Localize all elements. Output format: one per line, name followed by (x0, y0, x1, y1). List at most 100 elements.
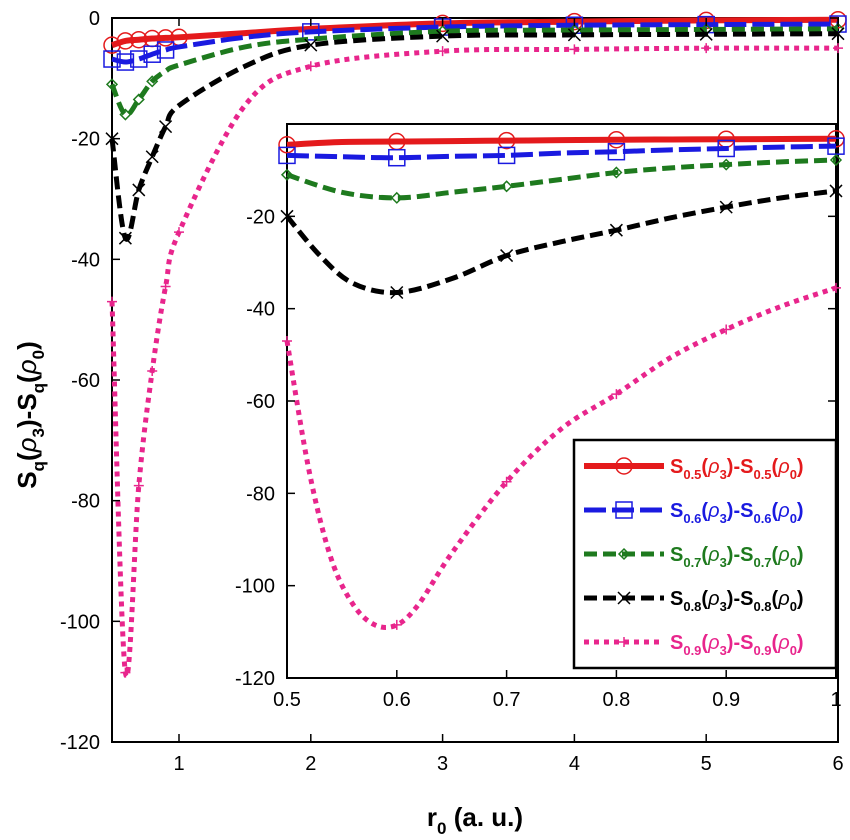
inset-marker-plus-1 (391, 619, 402, 630)
inset-marker-plus-2 (501, 476, 512, 487)
main-x-tick-label: 6 (832, 753, 843, 775)
inset-marker-square-4 (717, 139, 735, 158)
main-marker-x-5 (304, 38, 318, 52)
inset-y-tick-label: -60 (246, 391, 275, 413)
main-x-tick-label: 2 (305, 753, 316, 775)
legend-label: S0.6(ρ3)-S0.6(ρ0) (670, 500, 804, 526)
inset-marker-plus-5 (831, 282, 841, 293)
main-marker-plus-9 (701, 43, 712, 54)
main-marker-diamond-2 (132, 93, 145, 106)
legend-label: S0.5(ρ3)-S0.5(ρ0) (670, 456, 804, 482)
main-marker-x-4 (159, 120, 173, 134)
main-x-tick-label: 3 (437, 753, 448, 775)
main-marker-x-9 (831, 27, 845, 41)
main-marker-plus-1 (120, 667, 131, 678)
main-marker-plus-3 (147, 365, 158, 376)
legend-box (572, 438, 838, 670)
legend-marker (615, 457, 633, 475)
inset-marker-plus-0 (282, 335, 292, 346)
main-y-tick-label: -80 (71, 491, 100, 513)
inset-marker-diamond-5 (829, 153, 843, 167)
main-marker-diamond-3 (146, 75, 159, 88)
main-marker-plus-7 (437, 46, 448, 57)
legend-marker (617, 591, 631, 605)
inset-series-q-0-9 (282, 282, 841, 631)
inset-line-q-0-7 (286, 157, 837, 201)
main-marker-square-1 (116, 53, 135, 71)
inset-marker-circle-2 (497, 131, 516, 150)
inset-marker-x-4 (719, 200, 733, 214)
main-y-tick-label: -100 (60, 611, 100, 633)
inset-series-q-0-7 (280, 153, 843, 204)
inset-y-tick-label: -80 (246, 483, 275, 505)
legend-entry-0-8: S0.8(ρ3)-S0.8(ρ0) (584, 588, 804, 614)
main-x-tick-label: 4 (569, 753, 580, 775)
inset-x-tick-label: 0.5 (273, 689, 301, 711)
main-y-tick-label: -120 (60, 732, 100, 754)
legend-entry-0-5: S0.5(ρ3)-S0.5(ρ0) (584, 456, 804, 482)
inset-marker-diamond-2 (500, 180, 513, 193)
inset-marker-x-5 (829, 184, 843, 198)
inset-marker-square-1 (388, 148, 406, 167)
inset-line-q-0-6 (286, 143, 837, 161)
inset-marker-diamond-0 (280, 168, 294, 181)
main-marker-x-7 (567, 28, 581, 42)
main-marker-plus-4 (160, 281, 171, 292)
main-marker-plus-5 (174, 227, 184, 238)
main-marker-plus-6 (305, 61, 316, 72)
legend-marker (617, 547, 631, 561)
main-y-tick-label: -60 (71, 370, 100, 392)
legend-label: S0.9(ρ3)-S0.9(ρ0) (670, 632, 804, 658)
inset-marker-circle-0 (278, 136, 296, 154)
main-marker-x-8 (699, 27, 713, 41)
inset-x-tick-label: 0.6 (383, 689, 411, 711)
main-marker-x-1 (118, 231, 132, 245)
inset-marker-square-3 (607, 142, 626, 161)
main-x-tick-label: 5 (701, 753, 712, 775)
inset-axes: 0.5 0.6 0.7 0.8 0.9 1 -20 -40 -60 -80 -100 -120 (235, 206, 842, 711)
inset-line-q-0-9 (284, 285, 837, 631)
inset-marker-square-2 (497, 146, 516, 165)
x-axis-title: r0 (a. u.) (427, 802, 523, 838)
main-line-q-0-6 (111, 21, 839, 65)
y-axis-title: Sq(ρ3)-Sq(ρ0) (12, 341, 48, 489)
main-marker-square-4 (156, 41, 175, 59)
main-line-q-0-9 (109, 45, 839, 679)
main-y-tick-label: -20 (71, 129, 100, 151)
legend-entry-0-7: S0.7(ρ3)-S0.7(ρ0) (584, 544, 804, 570)
inset-marker-square-0 (278, 146, 296, 165)
main-marker-plus-8 (569, 44, 580, 55)
legend-marker (615, 501, 633, 519)
main-marker-diamond-1 (119, 108, 132, 121)
inset-line-q-0-5 (286, 135, 837, 148)
main-line-q-0-5 (111, 16, 839, 49)
legend-entry-0-6: S0.6(ρ3)-S0.6(ρ0) (584, 500, 804, 526)
main-line-q-0-8 (109, 31, 839, 242)
inset-series-q-0-8 (280, 184, 843, 300)
main-y-tick-label: 0 (89, 8, 100, 30)
main-marker-circle-0 (103, 36, 121, 54)
legend: S0.5(ρ3)-S0.5(ρ0) S0.6(ρ3)-S0.6(ρ0) S0.7(ρ… (572, 438, 838, 670)
main-axes: 1 2 3 4 5 6 0 -20 -40 -60 -80 -100 -120 (60, 8, 844, 775)
inset-marker-diamond-4 (720, 158, 733, 171)
main-y-tick-label: -40 (71, 249, 100, 271)
legend-label: S0.8(ρ3)-S0.8(ρ0) (670, 588, 804, 614)
main-marker-x-6 (436, 29, 450, 43)
inset-y-tick-label: -20 (246, 206, 275, 228)
inset-marker-x-1 (390, 285, 404, 300)
main-marker-square-2 (130, 50, 148, 68)
main-marker-square-3 (143, 45, 161, 63)
legend-entry-0-9: S0.9(ρ3)-S0.9(ρ0) (584, 632, 804, 658)
inset-x-tick-label: 0.8 (602, 689, 630, 711)
main-marker-square-9 (829, 15, 847, 33)
main-marker-plus-2 (133, 480, 144, 491)
inset-marker-x-3 (609, 223, 623, 237)
inset-marker-plus-3 (611, 389, 622, 400)
main-marker-circle-1 (116, 32, 135, 50)
inset-x-tick-label: 0.9 (712, 689, 740, 711)
inset-marker-circle-3 (607, 130, 626, 149)
inset-marker-x-2 (500, 249, 514, 263)
inset-y-tick-label: -100 (235, 576, 275, 598)
main-marker-diamond-0 (105, 78, 119, 91)
